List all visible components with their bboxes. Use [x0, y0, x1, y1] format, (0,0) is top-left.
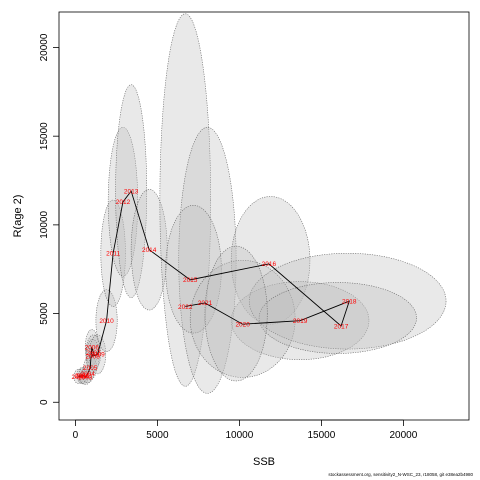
y-axis-title: R(age 2) [12, 195, 24, 238]
x-axis-title: SSB [253, 456, 275, 468]
x-tick-label: 0 [73, 430, 79, 441]
year-label-2004: 2004 [80, 371, 95, 378]
year-label-2011: 2011 [106, 251, 120, 258]
year-label-2008: 2008 [85, 353, 100, 360]
x-axis: 0 5000 10000 15000 20000 [73, 419, 418, 441]
confidence-ellipse-21 [248, 252, 447, 350]
y-tick-label: 0 [39, 399, 50, 405]
year-label-2006: 2006 [85, 345, 100, 352]
y-tick-label: 5000 [39, 302, 50, 325]
year-label-2005: 2005 [83, 365, 98, 372]
year-label-2017: 2017 [334, 323, 349, 330]
year-label-2014: 2014 [142, 247, 157, 254]
year-label-2002: 2002 [76, 373, 91, 380]
year-label-2022: 2022 [178, 304, 193, 311]
year-label-2018: 2018 [342, 298, 357, 305]
confidence-ellipse-22 [258, 282, 417, 354]
year-label-2012: 2012 [116, 199, 131, 206]
confidence-ellipse-20 [189, 260, 296, 378]
confidence-ellipse-17 [165, 205, 222, 334]
year-label-2020: 2020 [235, 322, 250, 329]
year-label-2009: 2009 [90, 352, 105, 359]
confidence-ellipse-16 [178, 127, 237, 394]
caption: stockassessment.org, sensitivity2_N-WSC_… [328, 472, 473, 477]
year-label-2003: 2003 [78, 375, 93, 382]
x-tick-label: 20000 [389, 430, 417, 441]
year-label-2013: 2013 [124, 188, 139, 195]
year-label-2010: 2010 [99, 318, 114, 325]
year-label-2021: 2021 [198, 300, 213, 307]
trajectory-line [78, 190, 351, 379]
year-label-2019: 2019 [293, 318, 308, 325]
confidence-ellipse-23 [204, 245, 268, 382]
year-label-2000: 2000 [71, 374, 86, 381]
x-tick-label: 5000 [146, 430, 169, 441]
y-tick-label: 20000 [39, 33, 50, 61]
confidence-ellipse-15 [159, 13, 212, 387]
y-axis: 0 5000 10000 15000 20000 [39, 33, 60, 405]
x-tick-label: 10000 [225, 430, 253, 441]
year-label-2007: 2007 [86, 350, 101, 357]
y-tick-label: 15000 [39, 122, 50, 150]
year-label-2015: 2015 [183, 277, 198, 284]
y-tick-label: 10000 [39, 211, 50, 239]
year-label-2016: 2016 [262, 261, 277, 268]
x-tick-label: 15000 [307, 430, 335, 441]
year-label-2001: 2001 [75, 373, 90, 380]
